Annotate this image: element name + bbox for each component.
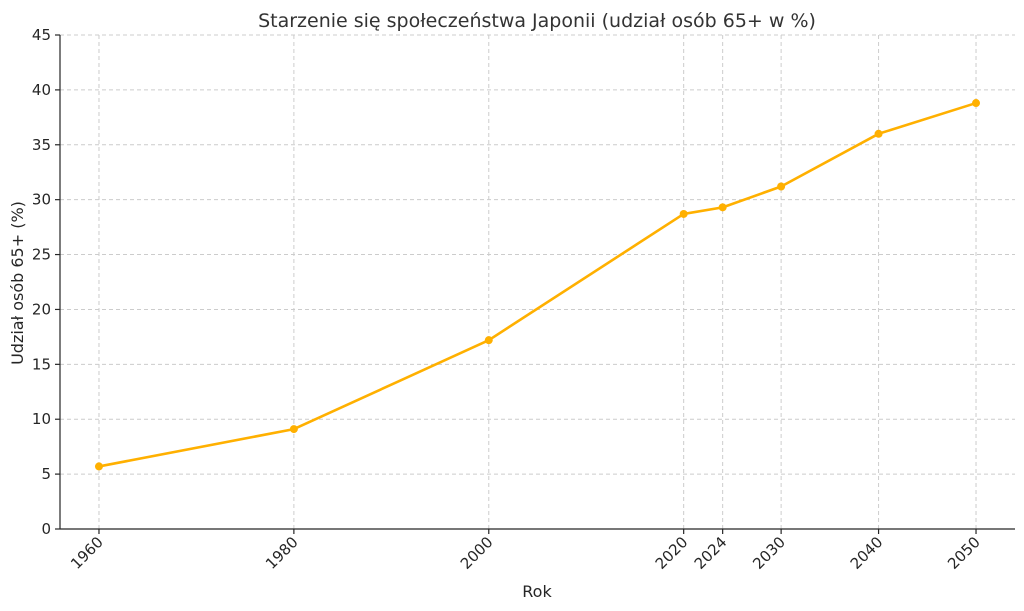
- y-tick-label: 0: [41, 520, 51, 538]
- data-point: [777, 182, 786, 191]
- data-point: [289, 425, 298, 434]
- x-tick-label: 2040: [847, 533, 887, 573]
- data-point: [874, 129, 883, 138]
- data-point: [972, 99, 981, 108]
- data-point: [679, 209, 688, 218]
- y-tick-label: 35: [32, 136, 51, 154]
- y-tick-label: 15: [32, 355, 51, 373]
- x-tick-label: 2000: [457, 533, 497, 573]
- data-point: [484, 336, 493, 345]
- data-point: [94, 462, 103, 471]
- y-tick-label: 5: [41, 465, 51, 483]
- y-axis-label: Udział osób 65+ (%): [8, 201, 27, 365]
- x-axis-ticks: 1960 1980 2000 2020 2024 2030 2040 2050: [67, 529, 984, 573]
- y-tick-label: 10: [32, 410, 51, 428]
- x-tick-label: 1960: [67, 533, 107, 573]
- y-tick-label: 25: [32, 246, 51, 264]
- y-tick-label: 30: [32, 191, 51, 209]
- y-tick-label: 40: [32, 81, 51, 99]
- x-tick-label: 2050: [944, 533, 984, 573]
- y-tick-label: 20: [32, 300, 51, 318]
- axes: [59, 35, 1015, 530]
- x-tick-label: 2030: [749, 533, 789, 573]
- x-axis-label: Rok: [522, 582, 552, 601]
- series-group: [94, 99, 981, 471]
- x-tick-label: 2024: [691, 533, 731, 573]
- chart-title: Starzenie się społeczeństwa Japonii (udz…: [258, 10, 816, 32]
- data-point: [718, 203, 727, 212]
- grid-lines: [60, 34, 1015, 530]
- series-line: [98, 101, 977, 468]
- y-axis-ticks: 0 5 10 15 20 25 30 35 40 45: [32, 26, 60, 538]
- x-tick-label: 2020: [652, 533, 692, 573]
- y-tick-label: 45: [32, 26, 51, 44]
- x-tick-label: 1980: [262, 533, 302, 573]
